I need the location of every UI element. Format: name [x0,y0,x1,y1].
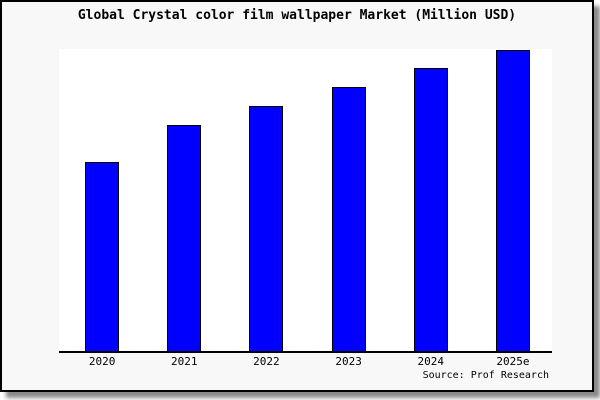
bar-2024 [413,68,448,351]
bar-2020 [85,162,120,351]
bar-2022 [249,106,284,351]
x-tick-label-2021: 2021 [171,355,198,368]
plot-area [59,49,552,353]
x-tick-label-2024: 2024 [417,355,445,368]
chart-title: Global Crystal color film wallpaper Mark… [77,8,517,23]
bar-2025e [495,50,530,351]
x-tick-label-2025e: 2025e [496,355,530,368]
x-tick-label-2020: 2020 [88,355,116,368]
source-credit: Source: Prof Research [422,370,549,381]
bar-2021 [167,125,202,351]
x-tick-label-2022: 2022 [253,355,280,368]
x-tick-label-2023: 2023 [335,355,362,368]
chart-panel: Global Crystal color film wallpaper Mark… [0,0,594,392]
bar-2023 [331,87,366,351]
